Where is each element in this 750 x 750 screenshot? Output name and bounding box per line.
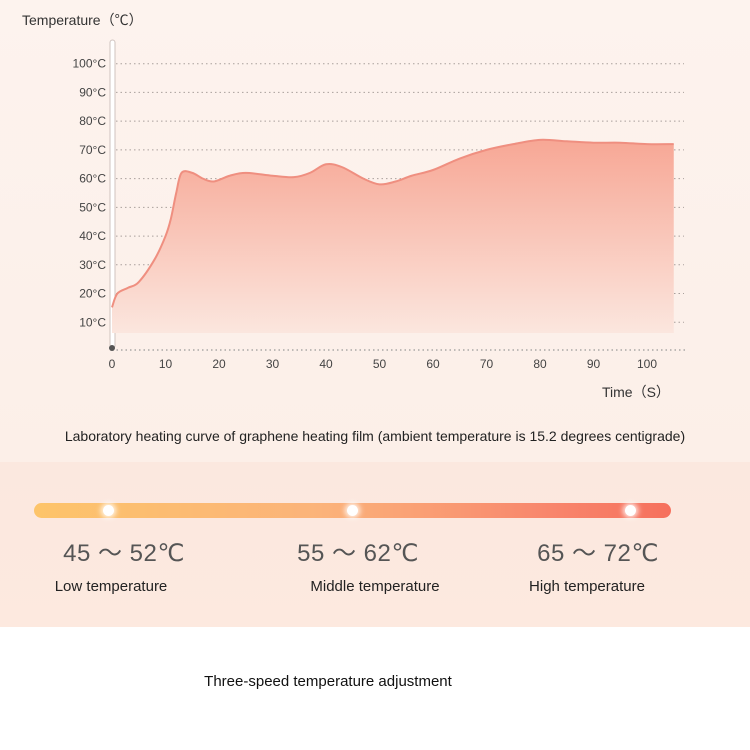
speed-panel <box>0 462 750 627</box>
y-tick-label: 10°C <box>79 315 106 329</box>
chart-caption: Laboratory heating curve of graphene hea… <box>64 428 686 444</box>
y-tick-label: 80°C <box>79 114 106 128</box>
high-label: High temperature <box>529 578 645 595</box>
y-tick-label: 100°C <box>73 57 107 71</box>
x-tick-label: 50 <box>373 357 387 371</box>
x-tick-label: 60 <box>426 357 440 371</box>
origin-dot <box>109 345 115 351</box>
y-axis-label: Temperature（℃） <box>22 12 143 28</box>
high-range: 65 ～ 72℃ <box>537 540 659 567</box>
high-speed-marker <box>625 505 636 516</box>
x-tick-labels: 0 10 20 30 40 50 60 70 80 90 100 <box>109 357 658 371</box>
y-tick-label: 30°C <box>79 258 106 272</box>
middle-speed-marker <box>347 505 358 516</box>
x-tick-label: 70 <box>480 357 494 371</box>
x-tick-label: 20 <box>212 357 226 371</box>
middle-label: Middle temperature <box>310 578 440 595</box>
y-tick-labels: 10°C 20°C 30°C 40°C 50°C 60°C 70°C 80°C 90°C 100°… <box>73 57 107 330</box>
temperature-line <box>111 138 674 308</box>
low-speed-marker <box>103 505 114 516</box>
y-tick-label: 70°C <box>79 143 106 157</box>
y-tick-label: 40°C <box>79 229 106 243</box>
y-tick-label: 50°C <box>79 200 106 214</box>
temperature-gradient-bar <box>34 503 671 518</box>
y-tick-label: 60°C <box>79 172 106 186</box>
x-tick-label: 10 <box>159 357 173 371</box>
x-tick-label: 90 <box>587 357 601 371</box>
x-tick-label: 30 <box>266 357 280 371</box>
middle-range: 55 ～ 62℃ <box>297 540 419 567</box>
low-label: Low temperature <box>54 578 168 595</box>
low-range: 45 ～ 52℃ <box>63 540 185 567</box>
y-tick-label: 90°C <box>79 85 106 99</box>
x-tick-label: 80 <box>533 357 547 371</box>
x-axis-label: Time（S） <box>602 384 670 400</box>
x-tick-label: 0 <box>109 357 116 371</box>
x-tick-label: 100 <box>637 357 657 371</box>
temperature-area <box>112 139 674 333</box>
x-tick-label: 40 <box>319 357 333 371</box>
footer-title: Three-speed temperature adjustment <box>204 673 452 690</box>
temperature-chart: Temperature（℃） 10°C 20°C 30°C 40°C 50°C 60°C 7… <box>22 12 686 400</box>
y-tick-label: 20°C <box>79 287 106 301</box>
